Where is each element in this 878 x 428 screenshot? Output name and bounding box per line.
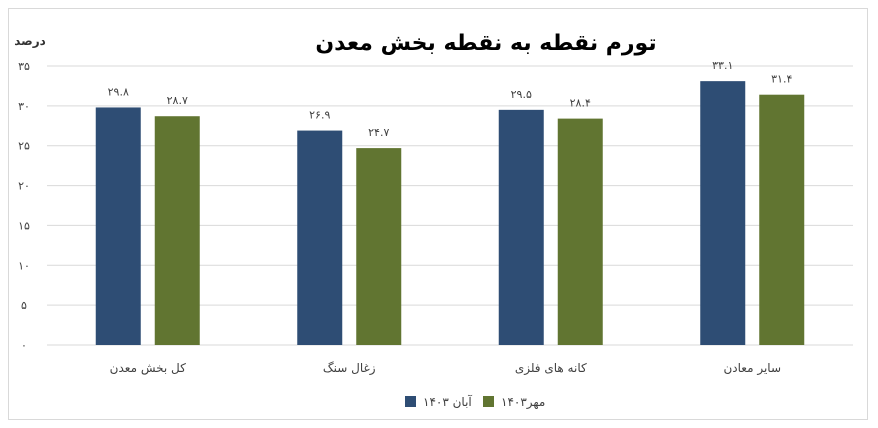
y-tick-label: ۳۰ — [18, 100, 30, 113]
chart-title: تورم نقطه به نقطه بخش معدن — [315, 31, 656, 56]
y-tick-label: ۲۵ — [18, 140, 30, 153]
bar — [498, 109, 544, 345]
data-label: ۲۴.۷ — [368, 126, 389, 139]
x-category-label: کانه های فلزی — [515, 361, 587, 376]
bar — [297, 130, 343, 345]
bar — [700, 81, 746, 345]
x-category-label: کل بخش معدن — [110, 361, 186, 376]
bar — [154, 116, 200, 345]
data-label: ۳۱.۴ — [771, 73, 792, 86]
bar — [95, 107, 141, 345]
x-category-label: سایر معادن — [723, 361, 781, 376]
y-axis-unit-label: درصد — [14, 34, 46, 48]
y-tick-label: ۱۵ — [18, 219, 30, 232]
bar — [356, 148, 402, 345]
data-label: ۲۹.۸ — [108, 85, 129, 98]
data-label: ۲۸.۴ — [570, 97, 591, 110]
labels: ۰ ۵ ۱۰ ۱۵ ۲۰ ۲۵ ۳۰ ۳۵ ۲۹.۸ ۲۸.۷ کل بخش معدن ۲۶.۹ ۲۴.… — [18, 59, 792, 376]
legend-label: مهر۱۴۰۳ — [501, 395, 545, 410]
y-tick-label: ۳۵ — [18, 60, 30, 73]
bars — [95, 81, 805, 346]
data-label: ۲۶.۹ — [309, 109, 330, 122]
bar — [759, 94, 805, 345]
data-label: ۳۳.۱ — [712, 59, 733, 72]
y-tick-label: ۱۰ — [18, 259, 30, 272]
bar — [557, 118, 603, 346]
y-tick-label: ۵ — [21, 299, 27, 312]
x-category-label: زغال سنگ — [323, 361, 376, 376]
legend: آبان ۱۴۰۳ مهر۱۴۰۳ — [405, 394, 545, 410]
legend-label: آبان ۱۴۰۳ — [423, 394, 472, 409]
legend-swatch — [483, 396, 494, 407]
data-label: ۲۹.۵ — [511, 88, 532, 101]
y-tick-label: ۰ — [21, 339, 27, 352]
y-tick-label: ۲۰ — [18, 180, 30, 193]
legend-swatch — [405, 396, 416, 407]
data-label: ۲۸.۷ — [167, 94, 188, 107]
